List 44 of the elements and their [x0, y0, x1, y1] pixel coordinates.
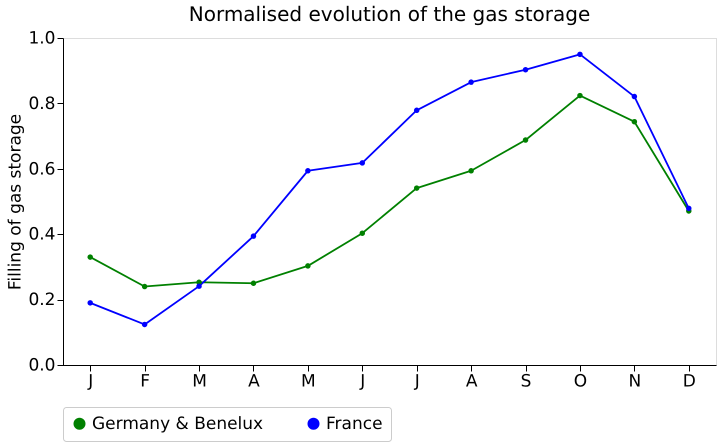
point — [577, 92, 583, 98]
x-tick-label: M — [301, 372, 316, 392]
x-tick-label: S — [520, 372, 532, 392]
x-tick-label: J — [87, 372, 94, 392]
chart-title: Normalised evolution of the gas storage — [188, 2, 590, 26]
point — [87, 254, 93, 260]
x-tick-label: J — [359, 372, 366, 392]
point — [468, 79, 474, 85]
point — [142, 322, 148, 328]
point — [305, 168, 311, 174]
point — [522, 66, 528, 72]
y-tick-label: 0.6 — [28, 159, 56, 180]
y-axis-title: Filling of gas storage — [5, 114, 26, 290]
point — [360, 230, 366, 236]
legend-label: Germany & Benelux — [92, 414, 264, 434]
point — [577, 52, 583, 58]
point — [414, 185, 420, 191]
x-tick-label: J — [414, 372, 420, 392]
x-tick-label: M — [192, 372, 207, 392]
x-tick-label: O — [574, 372, 588, 392]
point — [142, 284, 148, 290]
point — [250, 233, 256, 239]
point — [686, 206, 692, 212]
point — [250, 280, 256, 286]
x-tick-label: A — [466, 372, 478, 392]
point — [414, 108, 420, 113]
y-tick-label: 0.4 — [28, 224, 56, 245]
point — [632, 94, 638, 100]
point — [87, 300, 93, 306]
y-tick-label: 0.8 — [28, 94, 56, 114]
point — [196, 283, 202, 289]
y-tick-label: 1.0 — [28, 28, 56, 48]
point — [632, 118, 638, 124]
x-tick-label: N — [628, 372, 642, 392]
point — [522, 137, 528, 143]
y-tick-label: 0.2 — [28, 290, 56, 310]
point — [360, 160, 366, 166]
y-tick-label: 0.0 — [28, 356, 56, 376]
point — [468, 168, 474, 174]
point — [305, 263, 311, 269]
x-tick-label: D — [682, 372, 696, 392]
x-tick-label: F — [140, 372, 150, 392]
x-tick-label: A — [248, 372, 260, 392]
legend-label: France — [326, 414, 383, 434]
